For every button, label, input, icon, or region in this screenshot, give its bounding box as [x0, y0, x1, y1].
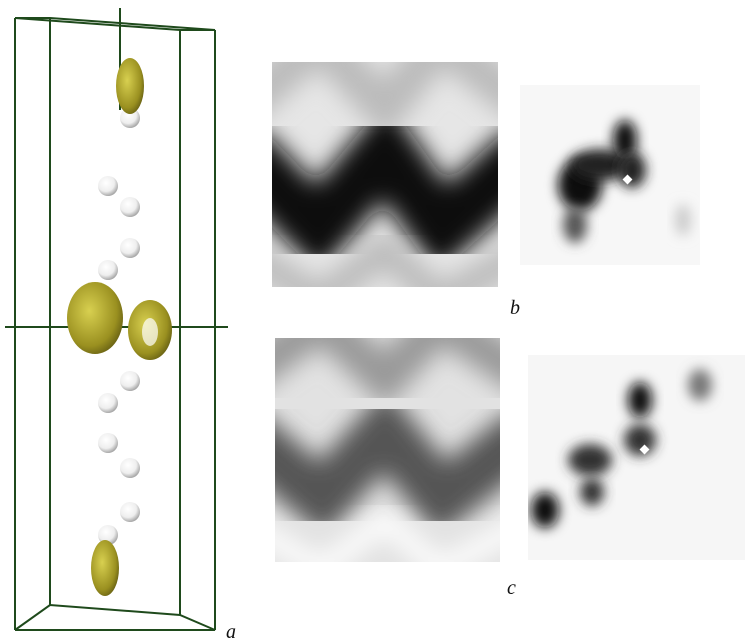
panel-label: a [226, 621, 236, 639]
panel-label: c [507, 577, 516, 599]
map-b-right [520, 85, 700, 265]
density-isosurface [67, 58, 172, 596]
page: a b c (() => { const data = JSON.parse(d… [0, 0, 747, 639]
figure: a b c [0, 0, 747, 639]
map-b-left [240, 40, 530, 300]
map-c-left [240, 320, 530, 570]
map-c-right [528, 355, 745, 560]
panel-label: b [510, 297, 520, 319]
